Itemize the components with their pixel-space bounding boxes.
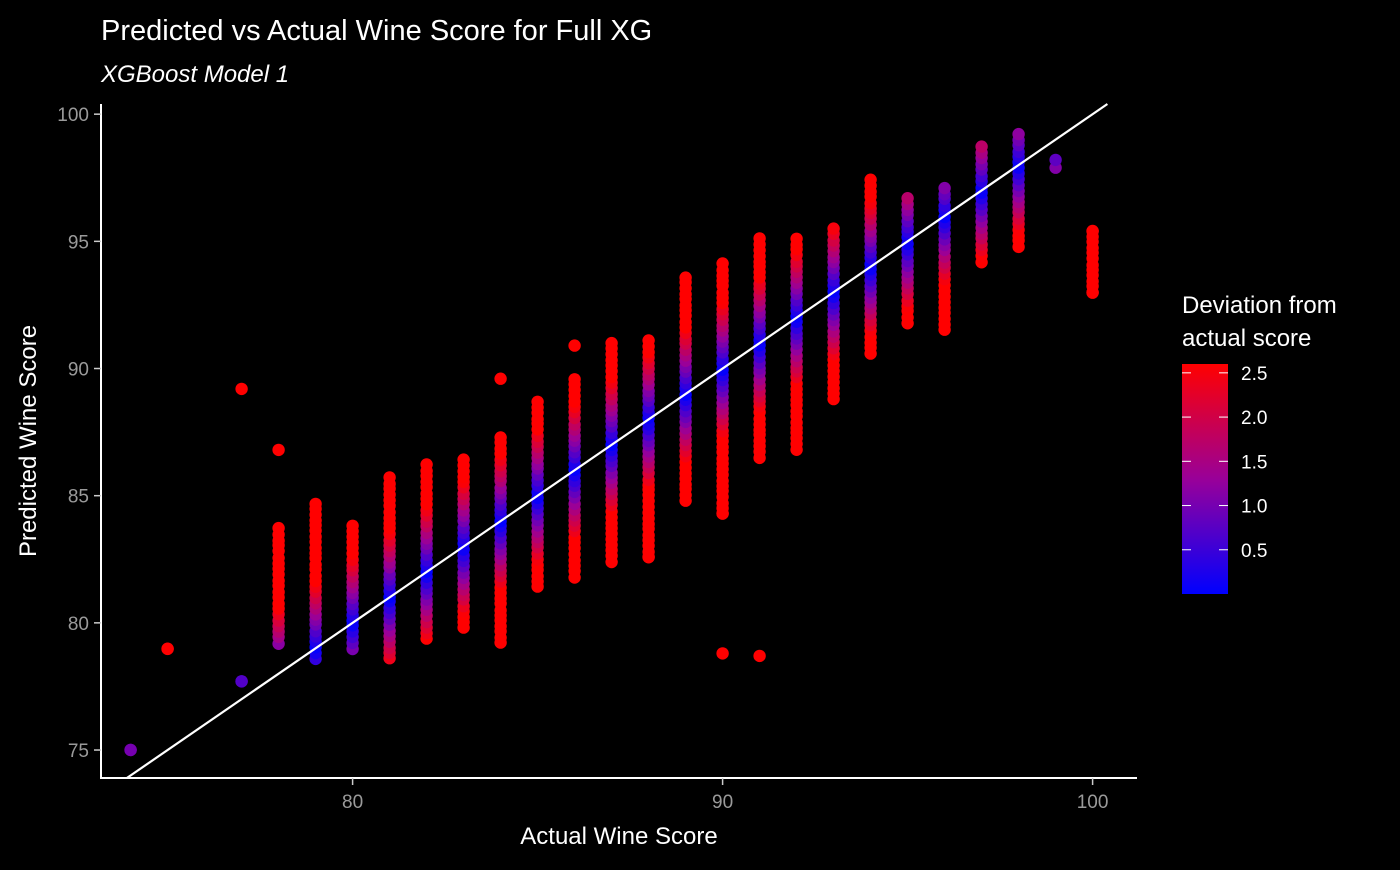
scatter-point xyxy=(568,373,581,386)
scatter-point xyxy=(531,395,544,408)
scatter-point xyxy=(494,372,507,385)
legend-tick-label: 1.5 xyxy=(1241,452,1267,473)
scatter-point xyxy=(716,257,729,270)
identity-reference-line xyxy=(126,103,1109,779)
y-tick-label: 100 xyxy=(57,105,89,126)
x-tick-label: 90 xyxy=(712,792,733,813)
scatter-point xyxy=(494,431,507,444)
y-tick-label: 90 xyxy=(68,360,89,381)
legend-tick-label: 1.0 xyxy=(1241,497,1267,518)
legend-color-bar xyxy=(1182,364,1228,594)
scatter-point xyxy=(864,173,877,186)
scatter-point xyxy=(420,458,433,471)
scatter-point xyxy=(1012,127,1025,141)
scatter-point xyxy=(753,232,766,245)
legend-title-line-1: Deviation from xyxy=(1182,292,1337,319)
legend-ticks: 0.5 1.0 1.5 2.0 2.5 xyxy=(1182,364,1267,562)
scatter-point xyxy=(679,271,692,284)
x-tick-label: 80 xyxy=(342,792,363,813)
scatter-point xyxy=(568,339,581,352)
y-tick-label: 80 xyxy=(68,614,89,635)
y-tick-label: 75 xyxy=(68,741,89,762)
scatter-point xyxy=(716,647,729,660)
scatter-point xyxy=(161,642,174,655)
scatter-point xyxy=(235,382,248,396)
scatter-point xyxy=(1049,153,1062,167)
scatter-point xyxy=(975,140,988,153)
legend-tick-label: 2.0 xyxy=(1241,408,1267,429)
scatter-point xyxy=(1086,225,1099,238)
legend-tick-label: 0.5 xyxy=(1241,541,1267,562)
scatter-point xyxy=(642,334,655,347)
y-axis-label: Predicted Wine Score xyxy=(15,325,42,557)
scatter-point xyxy=(605,336,618,350)
legend-tick-label: 2.5 xyxy=(1241,364,1267,385)
x-ticks: 80 90 100 xyxy=(342,778,1108,813)
legend-title-line-2: actual score xyxy=(1182,325,1311,352)
scatter-point xyxy=(124,743,137,757)
scatter-point xyxy=(457,453,470,466)
chart-title: Predicted vs Actual Wine Score for Full … xyxy=(101,15,652,47)
scatter-point xyxy=(235,675,248,688)
scatter-point xyxy=(790,232,803,245)
scatter-point xyxy=(1086,286,1099,299)
plot-points xyxy=(124,127,1099,757)
scatter-point xyxy=(309,497,322,511)
scatter-point xyxy=(901,192,914,205)
scatter-point xyxy=(383,471,396,484)
scatter-point xyxy=(716,507,729,520)
scatter-point xyxy=(642,550,655,563)
scatter-point xyxy=(272,443,285,457)
scatter-point xyxy=(827,222,840,235)
scatter-point xyxy=(272,521,285,535)
y-tick-label: 95 xyxy=(68,232,89,253)
y-ticks: 75 80 85 90 95 100 xyxy=(57,105,101,762)
scatter-point xyxy=(346,519,359,532)
scatter-point xyxy=(753,649,766,663)
x-tick-label: 100 xyxy=(1077,792,1109,813)
color-legend: Deviation from actual score 0.5 1.0 1.5 2.0… xyxy=(1182,292,1337,594)
chart-subtitle: XGBoost Model 1 xyxy=(100,61,289,88)
y-tick-label: 85 xyxy=(68,487,89,508)
x-axis-label: Actual Wine Score xyxy=(520,823,717,850)
scatter-point xyxy=(938,181,951,195)
